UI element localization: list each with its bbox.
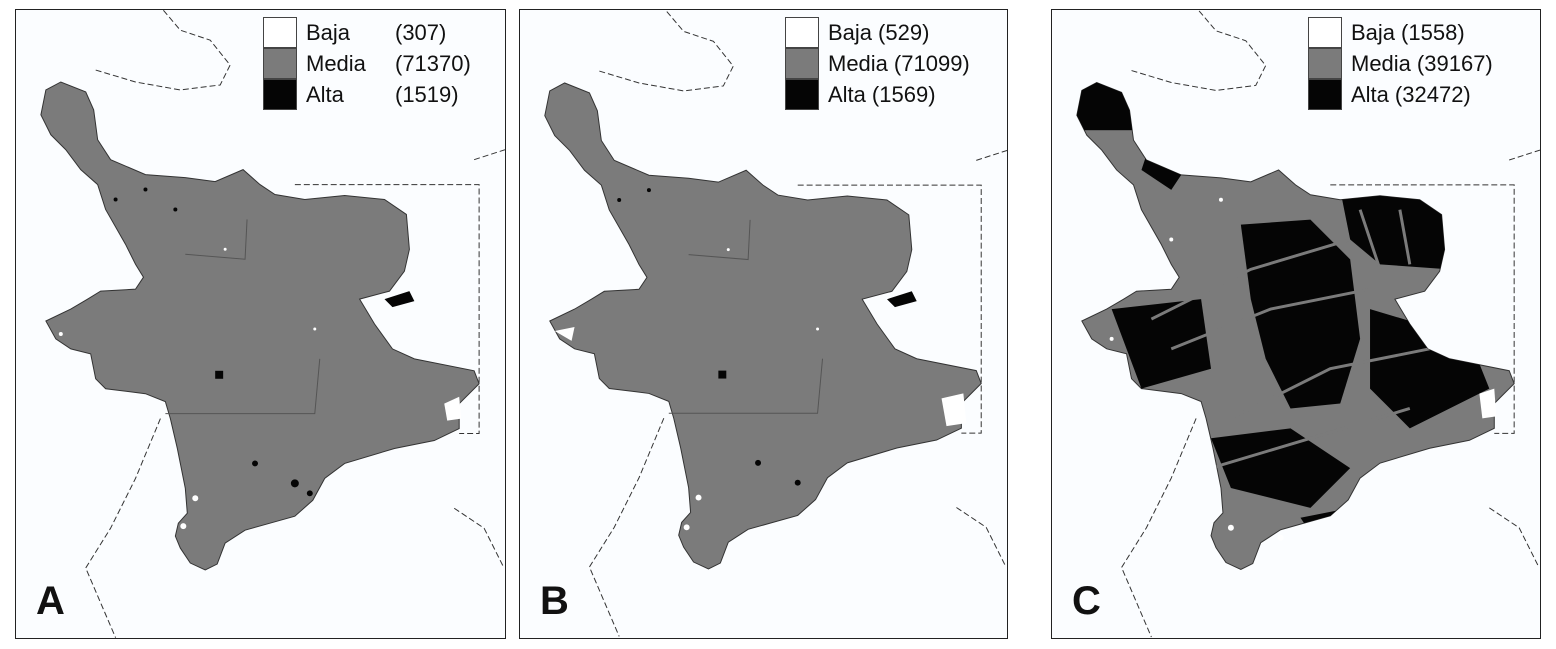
swatch-media: [1308, 48, 1342, 79]
legend-count: (71099): [893, 50, 970, 76]
map-b: [544, 11, 1007, 637]
swatch-alta: [1308, 79, 1342, 110]
swatch-baja: [1308, 17, 1342, 48]
legend-item-baja: Baja (307): [263, 17, 446, 48]
legend-count: (529): [878, 19, 930, 45]
panel-letter: C: [1072, 579, 1101, 623]
legend-count: (1569): [871, 81, 936, 107]
legend: Baja (307) Media (71370) Alta (1519): [263, 17, 471, 110]
map-c: [1076, 10, 1540, 638]
legend-label: Baja: [306, 19, 351, 45]
context-boundaries: [588, 11, 1007, 637]
legend-label: Media: [828, 50, 888, 76]
legend-count: (1519): [395, 81, 459, 107]
legend-item-alta: Alta (1519): [263, 79, 459, 110]
legend-item-baja: Baja (1558): [1308, 17, 1493, 48]
legend-label: Baja: [828, 19, 873, 45]
baja-patches: [1109, 197, 1497, 541]
media-stripes: [1150, 209, 1430, 470]
internal-lines: [668, 219, 824, 414]
legend-count: (307): [395, 19, 447, 45]
panel-letter: A: [36, 579, 65, 623]
legend-label: Alta: [1351, 81, 1389, 107]
baja-patches: [554, 248, 967, 531]
legend: Baja (529) Media (71099) Alta (1569): [785, 17, 970, 110]
map-panel-c: Baja (1558) Media (39167) Alta (32472) C: [1051, 9, 1541, 639]
panel-letter: B: [540, 579, 569, 623]
alta-patches: [617, 188, 917, 486]
context-boundaries: [1121, 10, 1540, 638]
region-media: [40, 81, 480, 571]
legend-label: Alta: [828, 81, 866, 107]
internal-lines: [165, 219, 321, 415]
legend-count: (39167): [1416, 50, 1493, 76]
legend-count: (32472): [1394, 81, 1471, 107]
swatch-baja: [785, 17, 819, 48]
context-boundaries: [85, 10, 505, 638]
legend-count: (1558): [1401, 19, 1465, 45]
swatch-media: [263, 48, 297, 79]
legend-item-media: Media (39167): [1308, 48, 1493, 79]
legend-label: Alta: [306, 81, 344, 107]
legend-item-alta: Alta (1569): [785, 79, 970, 110]
baja-patches: [58, 247, 462, 530]
legend-label: Baja: [1351, 19, 1396, 45]
swatch-baja: [263, 17, 297, 48]
legend: Baja (1558) Media (39167) Alta (32472): [1308, 17, 1493, 110]
legend-item-media: Media (71099): [785, 48, 970, 79]
swatch-alta: [785, 79, 819, 110]
region-media: [544, 82, 982, 570]
legend-item-media: Media (71370): [263, 48, 471, 79]
alta-patches: [113, 187, 415, 497]
map-a: [40, 10, 505, 638]
legend-count: (71370): [395, 50, 471, 76]
map-panel-a: Baja (307) Media (71370) Alta (1519) A: [15, 9, 506, 639]
legend-item-alta: Alta (32472): [1308, 79, 1493, 110]
swatch-media: [785, 48, 819, 79]
map-panel-b: Baja (529) Media (71099) Alta (1569) B: [519, 9, 1008, 639]
swatch-alta: [263, 79, 297, 110]
legend-label: Media: [306, 50, 366, 76]
legend-item-baja: Baja (529): [785, 17, 970, 48]
legend-label: Media: [1351, 50, 1411, 76]
